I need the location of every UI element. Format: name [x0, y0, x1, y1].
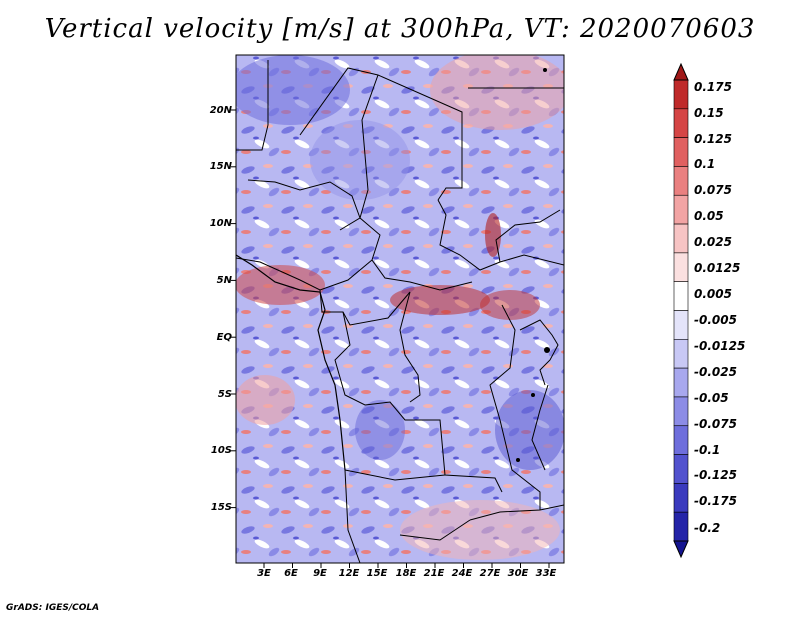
colorbar-label-neg0.2: -0.2 [694, 521, 721, 535]
lat-label-5s: 5S [217, 389, 232, 400]
map-frame [235, 54, 565, 564]
field-blob [310, 120, 410, 200]
field-blob [355, 400, 405, 460]
lat-label-5n: 5N [216, 275, 232, 286]
colorbar-label-neg0.125: -0.125 [694, 468, 737, 482]
colorbar-label-neg0.025: -0.025 [694, 365, 737, 379]
colorbar-label-neg0.175: -0.175 [694, 494, 737, 508]
lat-label-15s: 15S [210, 502, 232, 513]
lon-label-3e: 3E [257, 568, 271, 579]
field-blob [236, 375, 295, 425]
colorbar-label-0.175: 0.175 [694, 80, 732, 94]
colorbar-label-neg0.005: -0.005 [694, 313, 737, 327]
lat-label-10s: 10S [210, 445, 232, 456]
colorbar-bottom-arrow [673, 540, 689, 559]
colorbar-label-0.075: 0.075 [694, 183, 732, 197]
colorbar-swatch [673, 79, 689, 110]
lon-label-6e: 6E [284, 568, 298, 579]
lon-label-30e: 30E [507, 568, 529, 579]
colorbar-label-0.025: 0.025 [694, 235, 732, 249]
colorbar-label-neg0.05: -0.05 [694, 391, 729, 405]
colorbar-swatch [673, 108, 689, 138]
colorbar-swatch [673, 310, 689, 340]
colorbar-swatch [673, 137, 689, 167]
chart-title: Vertical velocity [m/s] at 300hPa, VT: 2… [44, 14, 756, 44]
colorbar-swatch [673, 252, 689, 282]
country-borders [236, 60, 564, 563]
field-blob [236, 265, 325, 305]
lat-ticks [231, 109, 236, 509]
field-blob [390, 285, 490, 315]
lat-label-10n: 10N [209, 218, 232, 229]
lon-label-27e: 27E [479, 568, 501, 579]
colorbar-label-0.05: 0.05 [694, 209, 724, 223]
colorbar-label-0.0125: 0.0125 [694, 261, 741, 275]
lat-label-15n: 15N [209, 161, 232, 172]
colorbar-label-0.125: 0.125 [694, 132, 732, 146]
colorbar-top-arrow [673, 62, 689, 81]
colorbar-swatch [673, 281, 689, 311]
colorbar-swatch [673, 511, 689, 542]
colorbar-swatch [673, 425, 689, 455]
colorbar-swatch [673, 194, 689, 225]
colorbar-label-0.1: 0.1 [694, 157, 716, 171]
lon-label-15e: 15E [366, 568, 388, 579]
field-blob [480, 290, 540, 320]
colorbar-swatch [673, 339, 689, 369]
lon-ticks [263, 563, 550, 568]
lon-label-18e: 18E [395, 568, 417, 579]
colorbar-swatch [673, 454, 689, 484]
colorbar-swatch [673, 396, 689, 427]
colorbar-swatch [673, 166, 689, 196]
colorbar-label-neg0.1: -0.1 [694, 443, 721, 457]
lon-label-21e: 21E [423, 568, 445, 579]
colorbar-label-neg0.0125: -0.0125 [694, 339, 746, 353]
field-blob [400, 500, 560, 560]
colorbar-swatch [673, 483, 689, 513]
lon-label-12e: 12E [338, 568, 360, 579]
field-blob [430, 55, 564, 130]
colorbar-label-0.15: 0.15 [694, 106, 724, 120]
field-blob [236, 55, 350, 125]
lon-label-33e: 33E [535, 568, 557, 579]
lon-label-24e: 24E [451, 568, 473, 579]
lakes [516, 68, 550, 462]
lon-label-9e: 9E [313, 568, 327, 579]
colorbar-swatch [673, 223, 689, 254]
lat-label-20n: 20N [209, 105, 232, 116]
colorbar-label-0.005: 0.005 [694, 287, 732, 301]
colorbar-swatch [673, 367, 689, 398]
colorbar-label-neg0.075: -0.075 [694, 417, 737, 431]
grads-credit: GrADS: IGES/COLA [6, 603, 100, 613]
lat-label-eq: EQ [216, 332, 232, 343]
field-blob [495, 390, 564, 470]
coastline [236, 254, 346, 471]
